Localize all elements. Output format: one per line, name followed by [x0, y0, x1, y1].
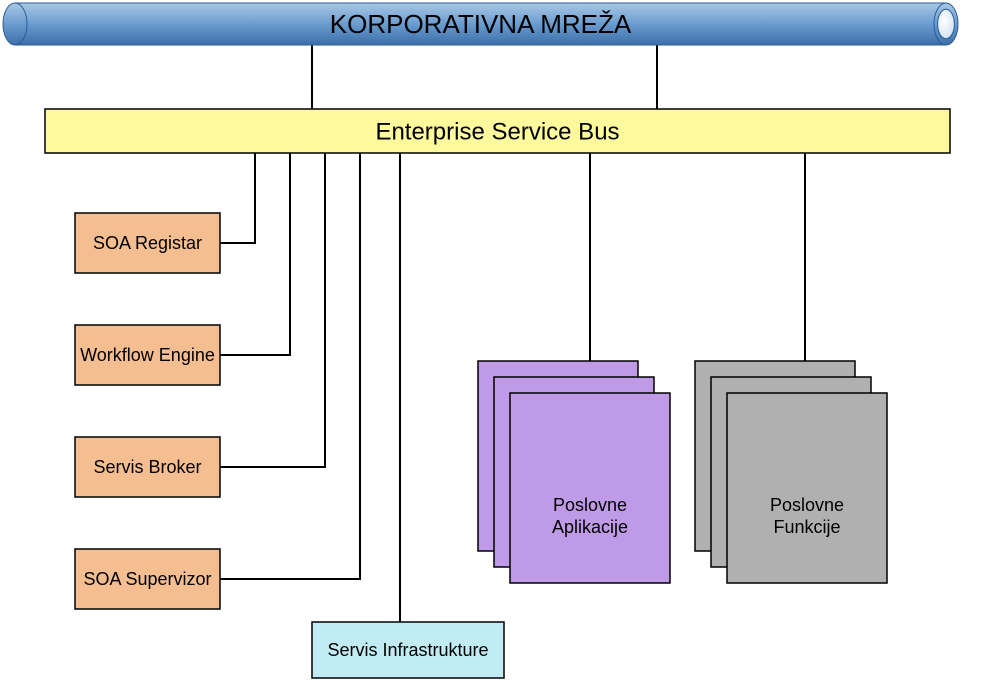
connector-left-2	[220, 153, 325, 467]
stack-label2-poslovne-aplikacije: Aplikacije	[552, 517, 628, 537]
node-label-servis-infrastrukture: Servis Infrastrukture	[327, 640, 488, 660]
stack-poslovne-funkcije: PoslovneFunkcije	[695, 361, 887, 583]
connector-left-0	[220, 153, 255, 243]
node-soa-registar: SOA Registar	[75, 213, 220, 273]
node-label-workflow-engine: Workflow Engine	[80, 345, 215, 365]
stack-poslovne-aplikacije: PoslovneAplikacije	[478, 361, 670, 583]
node-workflow-engine: Workflow Engine	[75, 325, 220, 385]
stack-label1-poslovne-funkcije: Poslovne	[770, 495, 844, 515]
node-label-soa-supervizor: SOA Supervizor	[83, 569, 211, 589]
node-servis-broker: Servis Broker	[75, 437, 220, 497]
node-label-soa-registar: SOA Registar	[93, 233, 202, 253]
network-pipe: KORPORATIVNA MREŽA	[3, 3, 958, 45]
network-title: KORPORATIVNA MREŽA	[330, 9, 632, 39]
diagram-canvas: KORPORATIVNA MREŽA Enterprise Service Bus…	[0, 0, 986, 695]
stack-label2-poslovne-funkcije: Funkcije	[773, 517, 840, 537]
node-soa-supervizor: SOA Supervizor	[75, 549, 220, 609]
node-servis-infrastrukture: Servis Infrastrukture	[312, 622, 504, 678]
node-label-servis-broker: Servis Broker	[93, 457, 201, 477]
stack-label1-poslovne-aplikacije: Poslovne	[553, 495, 627, 515]
esb-box: Enterprise Service Bus	[45, 109, 950, 153]
esb-label: Enterprise Service Bus	[375, 118, 619, 145]
